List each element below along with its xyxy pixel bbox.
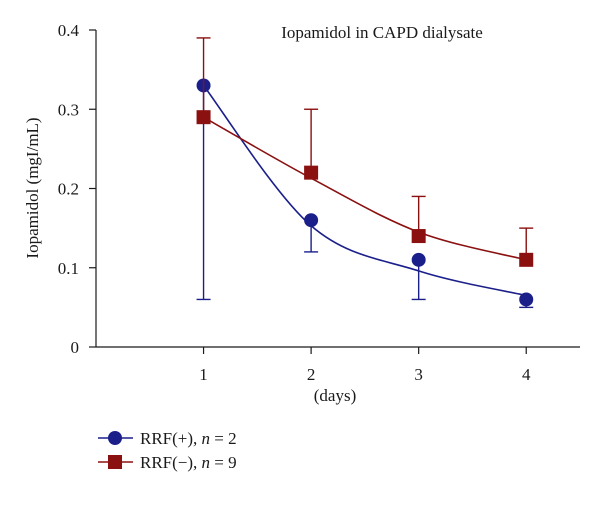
x-ticks: 1 2 3 4 [199,347,531,384]
legend: RRF(+), n = 2 RRF(−), n = 9 [98,429,237,472]
y-tick-label: 0.3 [58,100,79,119]
y-tick-label: 0 [71,338,80,357]
data-point-square [411,229,426,244]
legend-item-rrf-minus: RRF(−), n = 9 [98,453,237,472]
legend-marker-circle [108,431,122,445]
series-fit-curve [203,116,527,261]
legend-item-rrf-plus: RRF(+), n = 2 [98,429,237,448]
chart-title: Iopamidol in CAPD dialysate [281,23,483,42]
x-tick-label: 1 [199,365,208,384]
y-axis-title: Iopamidol (mgI/mL) [23,117,42,258]
legend-label-rrf-plus: RRF(+), n = 2 [140,429,237,448]
plot-area [196,37,534,309]
y-tick-label: 0.4 [58,21,80,40]
x-axis-title: (days) [314,386,356,405]
data-point-square [196,110,211,125]
data-point-circle [304,213,319,228]
legend-label-rrf-minus: RRF(−), n = 9 [140,453,237,472]
legend-marker-square [108,455,122,469]
y-tick-label: 0.2 [58,180,79,199]
x-tick-label: 2 [307,365,316,384]
data-point-square [304,165,319,180]
series-fit-curve [202,84,527,297]
x-tick-label: 4 [522,365,531,384]
series-rrf-plus [196,78,534,309]
axes [95,30,580,348]
series-rrf-minus [196,37,534,267]
y-ticks: 0 0.1 0.2 0.3 0.4 [58,21,96,357]
data-point-circle [519,292,534,307]
x-tick-label: 3 [414,365,423,384]
data-point-square [519,252,534,267]
y-tick-label: 0.1 [58,259,79,278]
data-point-circle [411,252,426,267]
